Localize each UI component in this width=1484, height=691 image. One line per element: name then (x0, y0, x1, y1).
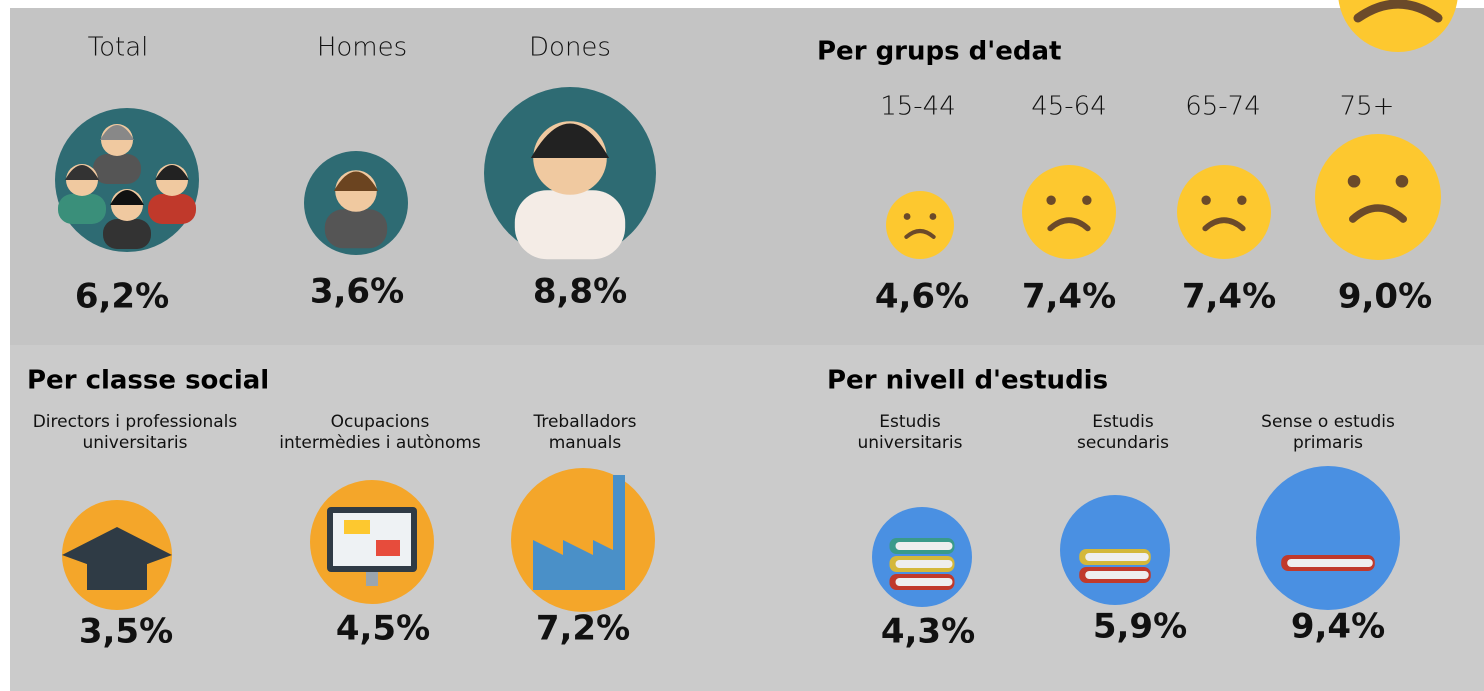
eye (930, 213, 937, 220)
item-value: 4,3% (881, 612, 975, 652)
item-value: 6,2% (75, 277, 169, 317)
book-icon (1256, 466, 1400, 610)
item-label: primaris (1293, 433, 1363, 453)
item-label: Estudis (1092, 412, 1154, 432)
class-icon (511, 468, 655, 612)
face (1315, 134, 1441, 260)
item-label: universitaris (857, 433, 962, 453)
person-icon (484, 87, 656, 259)
eye (1237, 196, 1246, 205)
item-label: intermèdies i autònoms (279, 433, 481, 453)
emoji-icon (1177, 165, 1271, 259)
pages (1085, 553, 1149, 561)
eye (904, 213, 911, 220)
person-icon (55, 108, 199, 252)
class-icon (62, 500, 172, 610)
item-label: 45-64 (1031, 92, 1107, 122)
item-label: Directors i professionals (33, 412, 238, 432)
book-icon (1060, 495, 1170, 605)
item-value: 7,2% (536, 609, 630, 649)
body (148, 194, 196, 224)
item-label: 65-74 (1185, 92, 1261, 122)
item-label: Dones (529, 33, 611, 63)
item-label: Estudis (879, 412, 941, 432)
win (376, 540, 400, 556)
eye (1348, 175, 1361, 188)
emoji-icon (1315, 134, 1441, 260)
class-title: Per classe social (27, 366, 269, 396)
body (515, 190, 625, 259)
education-title: Per nivell d'estudis (827, 366, 1108, 396)
emoji-icon (1022, 165, 1116, 259)
body (58, 194, 106, 224)
stand (366, 572, 378, 586)
item-value: 4,5% (336, 609, 430, 649)
item-label: Sense o estudis (1261, 412, 1395, 432)
item-label: Ocupacions (331, 412, 430, 432)
item-label: 15-44 (880, 92, 956, 122)
item-label: secundaris (1077, 433, 1169, 453)
eye (1201, 196, 1210, 205)
infographic: Per grups d'edat Per classe social Per n… (0, 0, 1484, 691)
eye (1046, 196, 1055, 205)
icon-circle (511, 468, 655, 612)
face (1177, 165, 1271, 259)
item-value: 7,4% (1022, 277, 1116, 317)
item-label: universitaris (82, 433, 187, 453)
pages (896, 578, 953, 586)
body (103, 219, 151, 249)
body (93, 154, 141, 184)
cap-base (87, 560, 147, 590)
item-value: 3,5% (79, 612, 173, 652)
win (344, 520, 370, 534)
person-icon (304, 151, 408, 255)
pages (896, 560, 953, 568)
face (1022, 165, 1116, 259)
eye (1396, 175, 1409, 188)
pages (896, 542, 953, 550)
pages (1085, 571, 1149, 579)
item-value: 5,9% (1093, 607, 1187, 647)
item-value: 8,8% (533, 272, 627, 312)
class-icon (310, 480, 434, 604)
age-title: Per grups d'edat (817, 37, 1061, 67)
eye (1082, 196, 1091, 205)
pages (1287, 559, 1373, 567)
item-label: 75+ (1340, 92, 1395, 122)
item-value: 9,4% (1291, 607, 1385, 647)
emoji-icon (886, 191, 954, 259)
icon-circle (1256, 466, 1400, 610)
body (325, 209, 387, 248)
item-value: 9,0% (1338, 277, 1432, 317)
face (886, 191, 954, 259)
item-label: Total (88, 33, 149, 63)
item-value: 3,6% (310, 272, 404, 312)
item-value: 4,6% (875, 277, 969, 317)
item-value: 7,4% (1182, 277, 1276, 317)
item-label: manuals (549, 433, 622, 453)
item-label: Treballadors (532, 412, 636, 432)
item-label: Homes (317, 33, 407, 63)
book-icon (872, 507, 972, 607)
